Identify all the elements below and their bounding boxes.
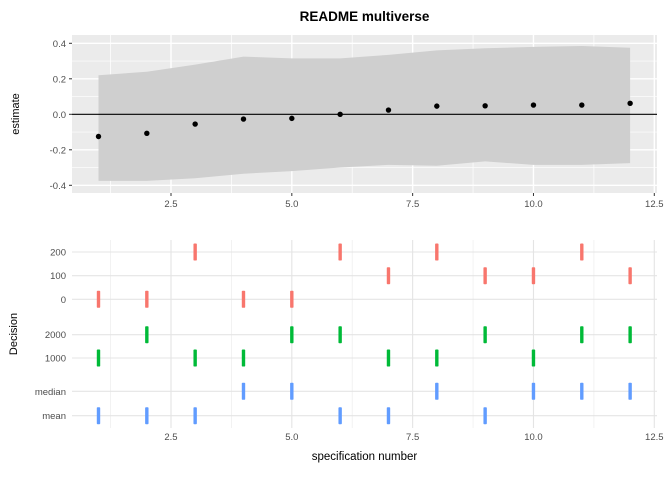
- decision-tick-red: [145, 290, 149, 308]
- decision-tick-green: [290, 326, 294, 344]
- decision-tick-blue: [193, 407, 197, 425]
- row-label: 100: [50, 271, 66, 282]
- decision-tick-red: [241, 290, 246, 308]
- estimate-point: [579, 102, 585, 108]
- decision-tick-red: [435, 243, 439, 261]
- decision-tick-green: [483, 326, 487, 344]
- y-tick-label: 0.4: [53, 39, 66, 50]
- chart-title: README multiverse: [299, 9, 430, 24]
- estimate-point: [434, 103, 440, 109]
- decision-tick-green: [628, 326, 632, 344]
- row-label: median: [35, 387, 66, 398]
- decision-tick-blue: [580, 382, 584, 400]
- x-tick-label: 5.0: [285, 199, 298, 210]
- decision-tick-blue: [145, 407, 149, 425]
- decision-tick-blue: [628, 382, 632, 400]
- y-tick-label: -0.2: [50, 145, 66, 156]
- estimate-point: [385, 107, 392, 113]
- estimate-point: [95, 133, 102, 140]
- decision-tick-green: [145, 326, 149, 344]
- estimate-point: [530, 102, 537, 108]
- estimate-point: [240, 116, 247, 122]
- decision-tick-blue: [290, 382, 294, 400]
- x-tick-label: 12.5: [645, 432, 664, 443]
- estimate-point: [482, 103, 488, 109]
- row-label: 1000: [45, 354, 66, 365]
- decision-tick-green: [580, 326, 584, 344]
- confidence-ribbon: [98, 45, 631, 181]
- decision-tick-red: [96, 290, 101, 308]
- decision-tick-blue: [531, 382, 536, 400]
- decision-tick-green: [435, 349, 439, 367]
- row-label: 200: [50, 248, 66, 259]
- y-tick-label: -0.4: [50, 181, 66, 192]
- x-tick-label: 12.5: [645, 199, 664, 210]
- x-tick-label: 10.0: [524, 432, 543, 443]
- row-label: 2000: [45, 330, 66, 341]
- x-tick-label: 2.5: [164, 199, 177, 210]
- decision-tick-red: [531, 267, 536, 285]
- x-tick-label: 10.0: [524, 199, 543, 210]
- decision-tick-blue: [96, 407, 101, 425]
- x-tick-label: 5.0: [285, 432, 298, 443]
- decision-tick-red: [290, 290, 294, 308]
- estimate-point: [192, 121, 198, 127]
- row-label: 0: [61, 295, 66, 306]
- decision-tick-blue: [241, 382, 246, 400]
- decision-tick-green: [241, 349, 246, 367]
- decision-tick-red: [193, 243, 197, 261]
- estimate-point: [337, 111, 343, 118]
- decision-tick-blue: [338, 407, 342, 425]
- decision-tick-green: [386, 349, 391, 367]
- decision-tick-red: [386, 267, 391, 285]
- estimate-point: [144, 130, 150, 136]
- decision-tick-green: [531, 349, 536, 367]
- decision-tick-blue: [435, 382, 439, 400]
- y-tick-label: 0.0: [53, 110, 66, 121]
- decision-tick-blue: [483, 407, 487, 425]
- decision-tick-green: [338, 326, 342, 344]
- x-axis-title: specification number: [311, 451, 418, 463]
- decision-tick-green: [96, 349, 101, 367]
- decision-tick-green: [193, 349, 197, 367]
- row-label: mean: [42, 411, 66, 422]
- decision-tick-red: [483, 267, 487, 285]
- estimate-point: [289, 115, 295, 122]
- decision-tick-red: [628, 267, 632, 285]
- x-tick-label: 7.5: [406, 199, 419, 210]
- y-tick-label: 0.2: [53, 74, 66, 85]
- estimate-panel-chart: 0.4 0.2 0.0 -0.2 -0.4 2.5 5.0 7.5 10.0 12.5: [50, 35, 664, 210]
- decision-tick-blue: [386, 407, 391, 425]
- x-tick-label: 7.5: [406, 432, 419, 443]
- decision-tick-red: [338, 243, 342, 261]
- estimate-point: [627, 100, 633, 106]
- decision-tick-red: [580, 243, 584, 261]
- x-tick-label: 2.5: [164, 432, 177, 443]
